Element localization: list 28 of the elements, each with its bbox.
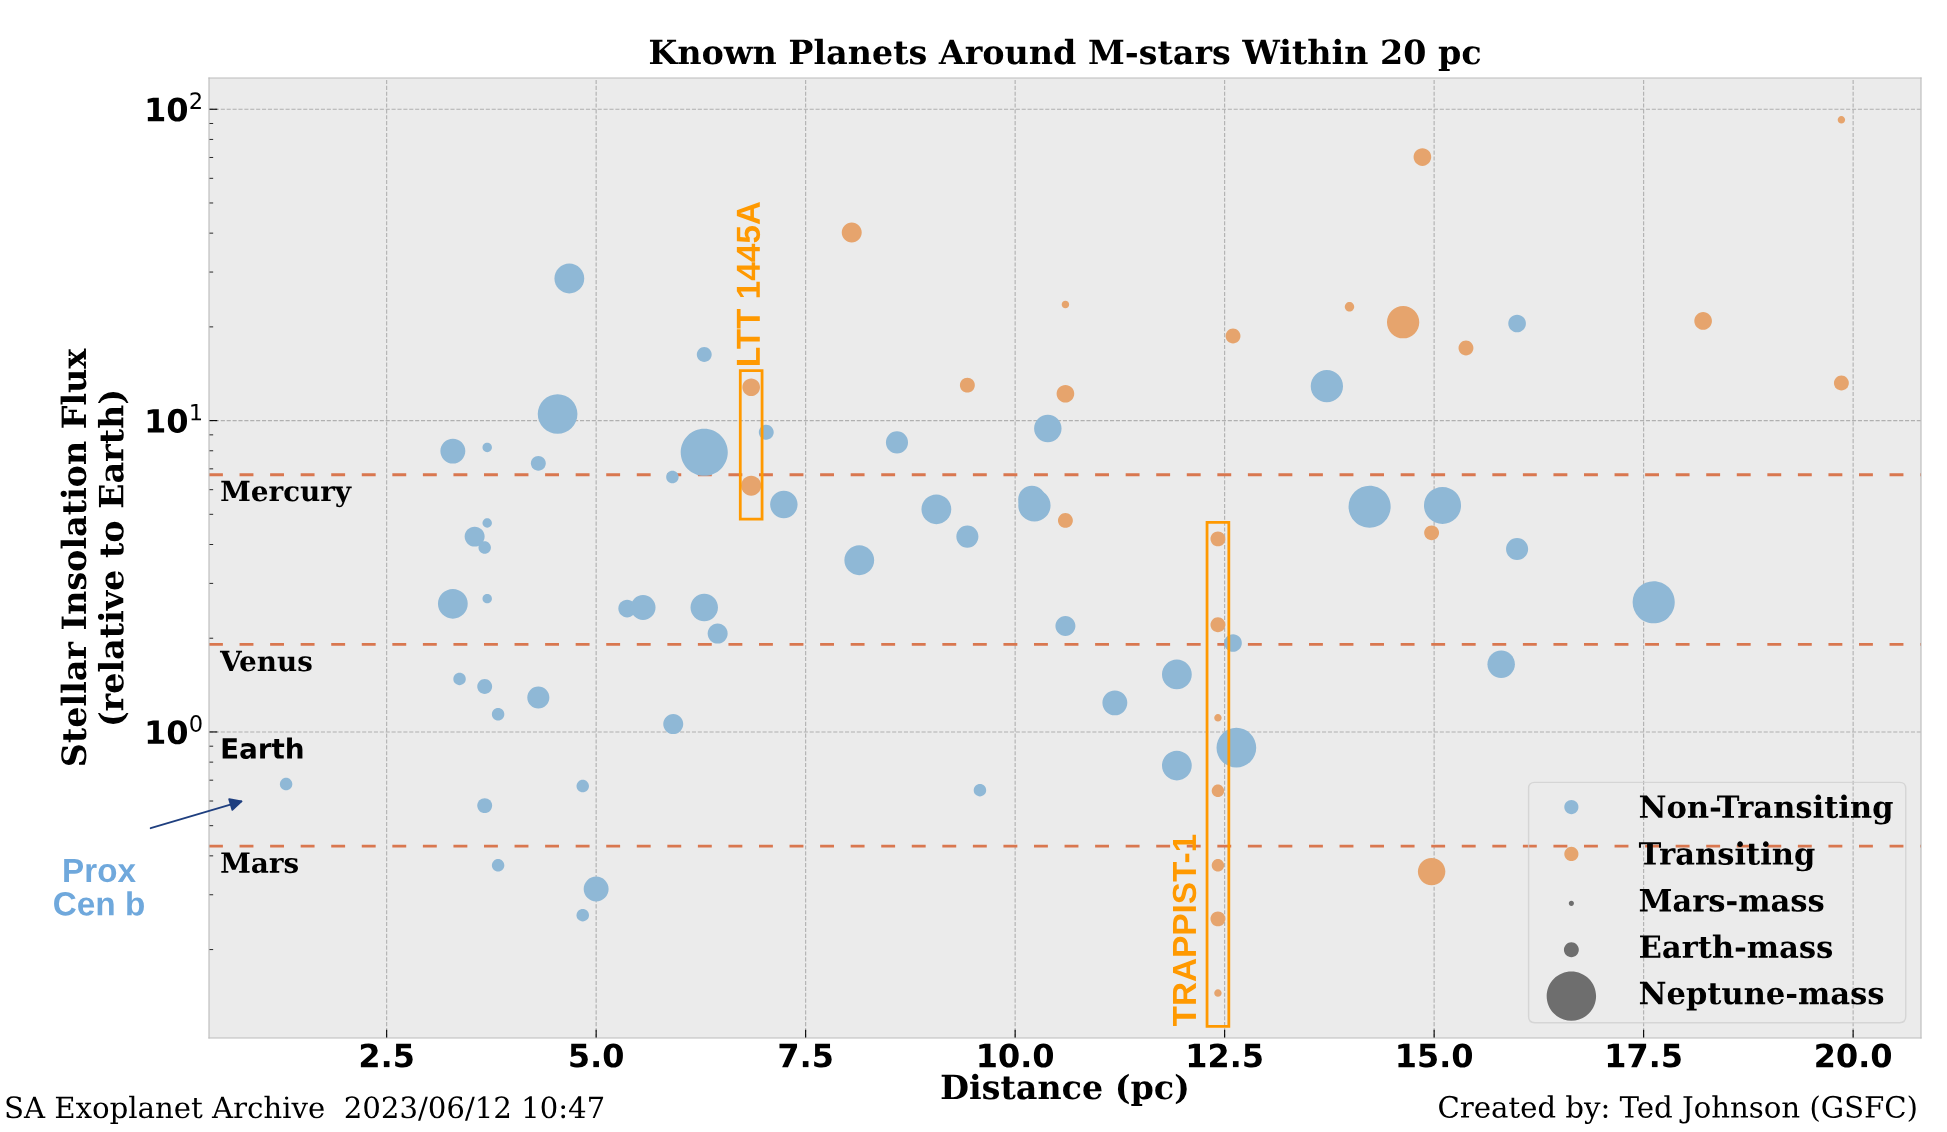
ref-line-label: Mars	[221, 852, 298, 874]
text: Created by: Ted Johnson (GSFC)	[1439, 1095, 1916, 1124]
y-axis-title: Stellar Insolation Flux (relative to Earth)	[60, 348, 129, 766]
ref-line-label: Venus	[219, 650, 312, 672]
text: SA Exoplanet Archive 2023/06/12 10:47	[6, 1095, 604, 1124]
annotation: LTT 1445A	[736, 201, 761, 365]
text: Transiting	[1638, 841, 1815, 872]
legend-label: Non-Transiting	[1639, 794, 1893, 825]
y-tick-label: 10$^{2}$	[147, 92, 201, 122]
x-tick-label: 12.5	[1188, 1043, 1262, 1068]
annotation: TRAPPIST-1	[1172, 834, 1197, 1027]
x-tick-label: 2.5	[360, 1043, 413, 1068]
x-tick-label: 20.0	[1816, 1043, 1892, 1068]
y-tick-label: 10$^{1}$	[147, 403, 202, 433]
x-tick-label: 7.5	[779, 1043, 832, 1068]
ref-line-label: Earth	[222, 737, 303, 760]
chart-title: Known Planets Around M-stars Within 20 pc	[649, 38, 1481, 72]
legend-label: Mars-mass	[1639, 889, 1824, 912]
x-tick-label: 15.0	[1398, 1043, 1473, 1068]
x-tick-label: 10.0	[979, 1043, 1054, 1068]
x-tick-label: 17.5	[1607, 1043, 1681, 1068]
legend-label: Earth-mass	[1640, 934, 1833, 959]
y-tick-label: 10$^{0}$	[147, 715, 202, 745]
legend-label: Neptune-mass	[1639, 981, 1884, 1011]
x-axis-title: Distance (pc)	[941, 1073, 1187, 1107]
x-tick-label: 5.0	[570, 1043, 623, 1068]
text: Prox Cen b	[54, 858, 144, 916]
ref-line-label: Mercury	[221, 480, 352, 508]
